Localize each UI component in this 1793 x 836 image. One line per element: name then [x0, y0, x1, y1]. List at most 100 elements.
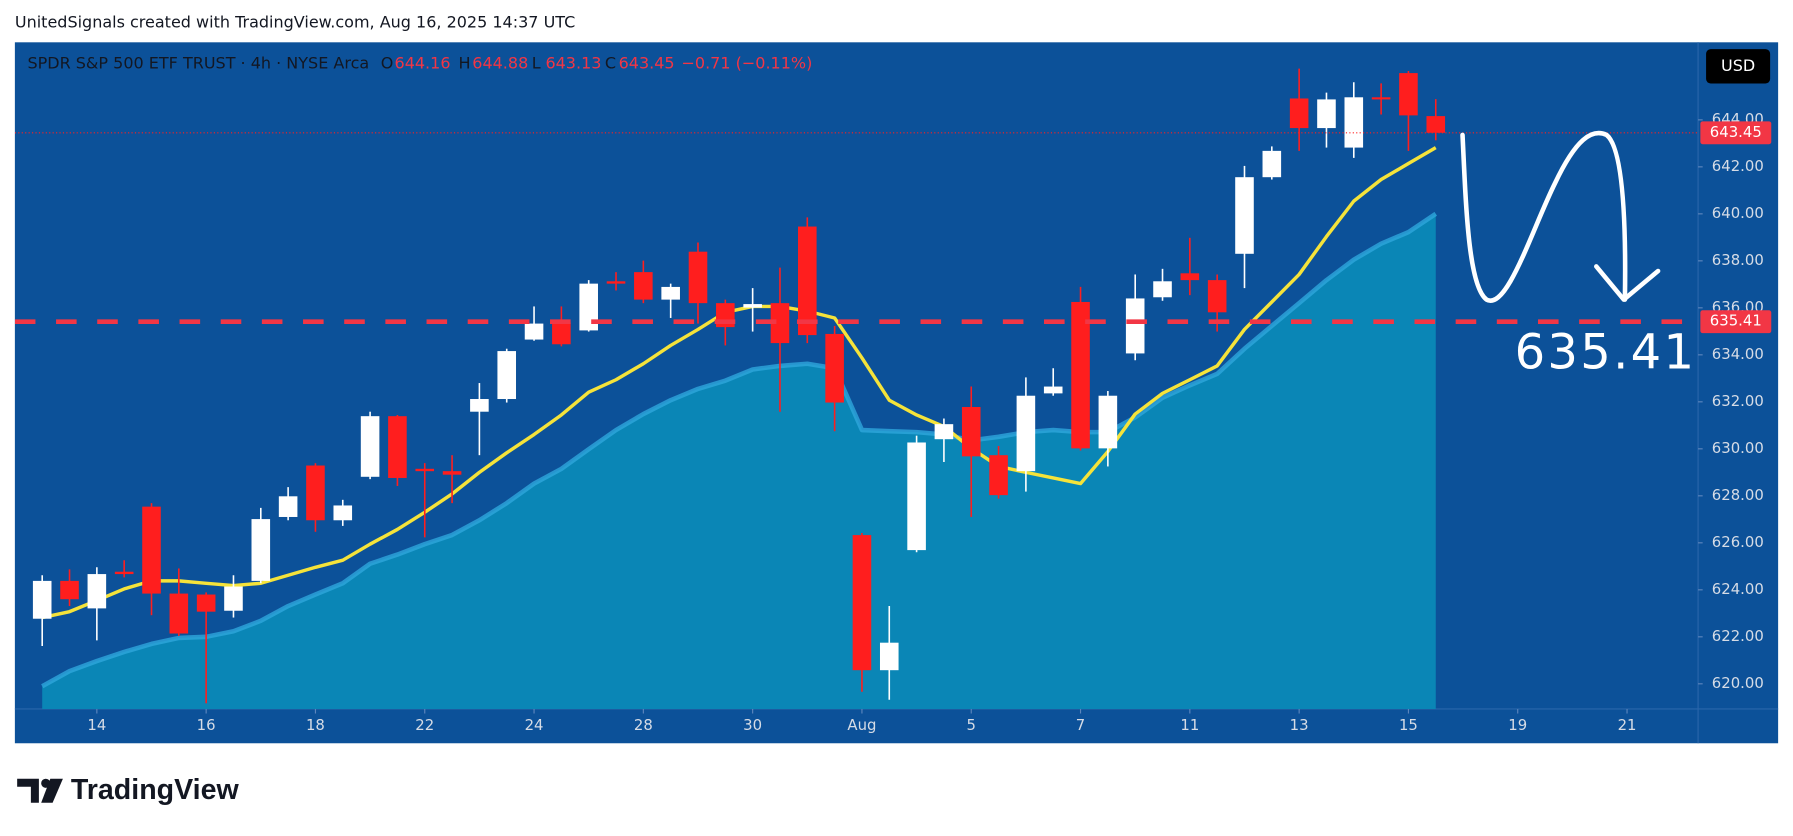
candle-body: [1125, 298, 1145, 354]
currency: USD: [1721, 56, 1755, 75]
x-tick-label: Aug: [847, 716, 876, 734]
candle-body: [224, 586, 243, 611]
candle-body: [1426, 116, 1446, 133]
legend-value: 644.16: [395, 54, 451, 73]
candle-body: [961, 407, 981, 457]
x-tick-label: 11: [1180, 716, 1199, 734]
candle-body: [196, 594, 216, 612]
logo-mark: [17, 778, 39, 803]
legend-value: 643.13: [545, 54, 601, 73]
x-tick-label: 16: [197, 716, 216, 734]
candle-body: [524, 323, 544, 340]
legend-change: −0.71 (−0.11%): [682, 54, 813, 73]
candle-body: [1235, 177, 1254, 254]
candle-body: [1344, 97, 1364, 148]
last-price-label: 643.45: [1710, 123, 1762, 141]
candle-body: [32, 580, 52, 619]
candle-body: [415, 468, 435, 472]
plot-area: [14, 68, 1699, 709]
x-tick-label: 22: [415, 716, 434, 734]
legend-value: 643.45: [619, 54, 675, 73]
x-tick-label: 5: [967, 716, 976, 734]
candle-body: [497, 351, 517, 400]
x-tick-label: 21: [1618, 716, 1637, 734]
candle-body: [1371, 97, 1391, 100]
ma-line: [41, 211, 1438, 689]
level-label: 635.41: [1710, 312, 1762, 330]
ma-line: [41, 146, 1437, 620]
y-tick-label: 638.00: [1712, 251, 1764, 269]
candle-body: [907, 442, 926, 551]
candle-body: [606, 281, 626, 284]
logo-icon: [17, 778, 63, 803]
currency-box: [1706, 49, 1771, 84]
arrow-head: [1594, 264, 1661, 302]
candle-body: [989, 455, 1008, 496]
legend-title: SPDR S&P 500 ETF TRUST · 4h · NYSE Arca: [27, 54, 369, 73]
candle-body: [278, 496, 298, 517]
header: UnitedSignals created with TradingView.c…: [15, 12, 575, 31]
candle-body: [388, 416, 407, 478]
candle-body: [879, 642, 899, 671]
y-tick-label: 640.00: [1712, 204, 1764, 222]
legend-key: H: [459, 54, 471, 73]
x-tick-label: 13: [1290, 716, 1309, 734]
candle-body: [1098, 395, 1118, 449]
y-tick-label: 620.00: [1712, 674, 1764, 692]
x-tick-label: 15: [1399, 716, 1418, 734]
y-tick-label: 630.00: [1712, 439, 1764, 457]
candle-body: [770, 303, 790, 344]
candle-body: [1071, 301, 1090, 449]
candle-body: [360, 416, 380, 477]
legend-key: L: [532, 54, 541, 73]
candle-body: [1043, 386, 1063, 394]
x-tick-label: 19: [1508, 716, 1527, 734]
candle-body: [442, 471, 462, 475]
legend: SPDR S&P 500 ETF TRUST · 4h · NYSE Arca …: [27, 54, 812, 73]
candle-body: [333, 505, 353, 521]
candle-body: [251, 519, 271, 581]
candle-body: [306, 465, 325, 521]
y-tick-label: 626.00: [1712, 533, 1764, 551]
candle-body: [634, 272, 653, 300]
candle-body: [1016, 395, 1036, 472]
candle-body: [552, 322, 571, 345]
x-tick-label: 24: [525, 716, 544, 734]
candle-body: [470, 399, 489, 412]
candle-body: [688, 251, 708, 304]
y-tick-label: 628.00: [1712, 486, 1764, 504]
candle-body: [798, 226, 817, 336]
candle-body: [852, 535, 872, 671]
x-tick-label: 28: [634, 716, 653, 734]
candle-body: [743, 304, 762, 308]
level-annotation: 635.41: [1515, 325, 1697, 381]
candle-body: [1399, 73, 1418, 116]
legend-key: C: [605, 54, 616, 73]
x-tick-label: 30: [743, 716, 762, 734]
logo-text: TradingView: [71, 774, 240, 806]
y-tick-label: 634.00: [1712, 345, 1764, 363]
x-tick-label: 18: [306, 716, 325, 734]
candle-body: [1289, 98, 1309, 129]
y-tick-label: 624.00: [1712, 580, 1764, 598]
candle-body: [60, 580, 79, 600]
candle-body: [1207, 280, 1227, 313]
candle-body: [825, 333, 844, 403]
ma-area: [42, 213, 1436, 709]
candle-body: [142, 506, 161, 594]
candle-body: [1317, 99, 1336, 129]
candle-body: [661, 286, 680, 300]
drawn-arrow: [1460, 130, 1628, 303]
candle-body: [579, 283, 598, 331]
level-label-box: [1700, 310, 1772, 334]
candle-body: [934, 424, 954, 440]
x-tick-label: 14: [87, 716, 106, 734]
x-tick-label: 7: [1076, 716, 1085, 734]
last-price-box: [1700, 121, 1772, 145]
y-tick-label: 632.00: [1712, 392, 1764, 410]
candle-body: [87, 574, 107, 609]
legend-value: 644.88: [472, 54, 528, 73]
y-tick-label: 622.00: [1712, 627, 1764, 645]
